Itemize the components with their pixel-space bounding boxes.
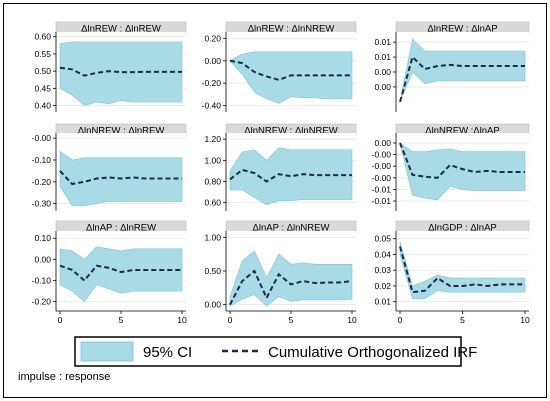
irf-panel: ΔlnGDP : ΔlnAP 0.05 0.04 0.03 0.02 0.01 0 5 10 [374,220,530,325]
ci-band [229,51,353,104]
y-tick-label: -0.30 [32,199,52,209]
x-tick-label: 5 [119,315,124,325]
y-tick-label: 0.04 [374,249,391,259]
legend: 95% CI Cumulative Orthogonalized IRF [74,336,477,367]
y-tick-label: 0.50 [34,66,51,76]
panel-title: ΔlnREW : ΔlnNREW [248,24,335,35]
y-tick-label: 0.60 [34,32,51,42]
y-tick-label: -0.40 [202,101,222,111]
x-tick-label: 10 [347,315,357,325]
plot-area [396,231,529,311]
legend-irf-label: Cumulative Orthogonalized IRF [268,344,477,361]
y-tick-label: -0.20 [202,78,222,88]
irf-panel: ΔlnREW : ΔlnNREW 0.20 0.00 -0.20 -0.40 [202,21,357,112]
y-tick-label: 0.20 [204,33,221,43]
ci-band [59,246,183,303]
y-tick-label: 0.01 [374,52,391,62]
irf-line [399,142,525,179]
y-tick-label: -0.00 [372,150,392,160]
y-tick-label: -0.00 [372,161,392,171]
legend-ci-swatch [80,341,134,362]
panels-group: ΔlnREW : ΔlnREW0.600.550.500.450.40ΔlnRE… [32,21,530,325]
y-tick-label: 0.00 [374,138,391,148]
y-tick-label: 0.05 [374,234,391,244]
x-tick-label: 10 [177,315,187,325]
x-tick-label: 10 [520,315,530,325]
x-tick-label: 0 [228,315,233,325]
irf-line [59,264,182,282]
y-tick-label: -0.00 [372,173,392,183]
irf-panel: ΔlnNREW :ΔlnAP0.00-0.00-0.00-0.00-0.01-0… [372,123,530,211]
panel-title: ΔlnREW : ΔlnAP [427,24,497,35]
panel-title: ΔlnAP : ΔlnNREW [253,223,330,234]
y-tick-label: 0.40 [34,101,51,111]
y-tick-label: 0.01 [374,37,391,47]
panel-title: ΔlnREW : ΔlnREW [81,24,161,35]
irf-panel: ΔlnAP : ΔlnREW 0.10 0.00 -0.10 -0.20 0 5 10 [32,220,187,325]
legend-ci-label: 95% CI [143,344,192,361]
legend-box [74,336,462,367]
y-tick-label: 0.02 [374,281,391,291]
y-tick-label: -0.01 [372,184,392,194]
figure-frame [3,3,547,398]
y-tick-label: -0.10 [32,276,52,286]
irf-line [399,246,525,294]
y-tick-label: 0.50 [204,266,221,276]
irf-panel: ΔlnREW : ΔlnREW 0.60 0.55 0.50 0.45 0.40 [34,21,187,112]
y-tick-label: -0.01 [372,196,392,206]
irf-line [399,55,525,103]
irf-panel: ΔlnNREW : ΔlnNREW 1.20 1.00 0.80 0.60 [204,123,357,211]
y-tick-label: 0.45 [34,83,51,93]
y-tick-label: 0.00 [34,254,51,264]
irf-line [59,170,182,186]
irf-line [229,59,352,81]
y-tick-label: 0.60 [204,198,221,208]
panel-title: ΔlnNREW : ΔlnNREW [244,126,337,137]
irf-panel: ΔlnAP : ΔlnNREW 1.00 0.50 0.00 0 5 10 [204,220,357,325]
y-tick-label: 0.10 [34,233,51,243]
irf-line [229,269,353,306]
y-tick-label: -0.20 [32,297,52,307]
y-tick-label: 0.03 [374,265,391,275]
y-tick-label: 0.80 [204,177,221,187]
x-tick-label: 0 [58,315,63,325]
y-tick-label: 1.00 [204,155,221,165]
y-tick-label: -0.10 [32,155,52,165]
panel-title: ΔlnAP : ΔlnREW [86,223,156,234]
impulse-response-note: impulse : response [18,371,110,383]
panel-title: ΔlnGDP : ΔlnAP [428,223,497,234]
x-tick-label: 5 [289,315,294,325]
y-tick-label: 0.01 [374,297,391,307]
irf-panel: ΔlnNREW : ΔlnREW -0.00 -0.10 -0.20 -0.30 [32,123,187,211]
irf-panel: ΔlnREW : ΔlnAP 0.01 0.01 0.00 0.00 [374,21,530,112]
x-tick-label: 5 [460,315,465,325]
y-tick-label: 1.20 [204,134,221,144]
y-tick-label: 0.55 [34,49,51,59]
ci-band [229,250,353,307]
x-tick-label: 0 [398,315,403,325]
y-tick-label: -0.00 [32,133,52,143]
y-tick-label: 0.00 [204,56,221,66]
ci-band [59,41,183,106]
y-tick-label: 1.00 [204,232,221,242]
ci-band [229,147,353,206]
panel-title: ΔlnNREW :ΔlnAP [425,126,499,137]
y-tick-label: 0.00 [204,300,221,310]
panel-title: ΔlnNREW : ΔlnREW [78,126,165,137]
y-tick-label: 0.00 [374,82,391,92]
y-tick-label: -0.20 [32,177,52,187]
y-tick-label: 0.00 [374,67,391,77]
